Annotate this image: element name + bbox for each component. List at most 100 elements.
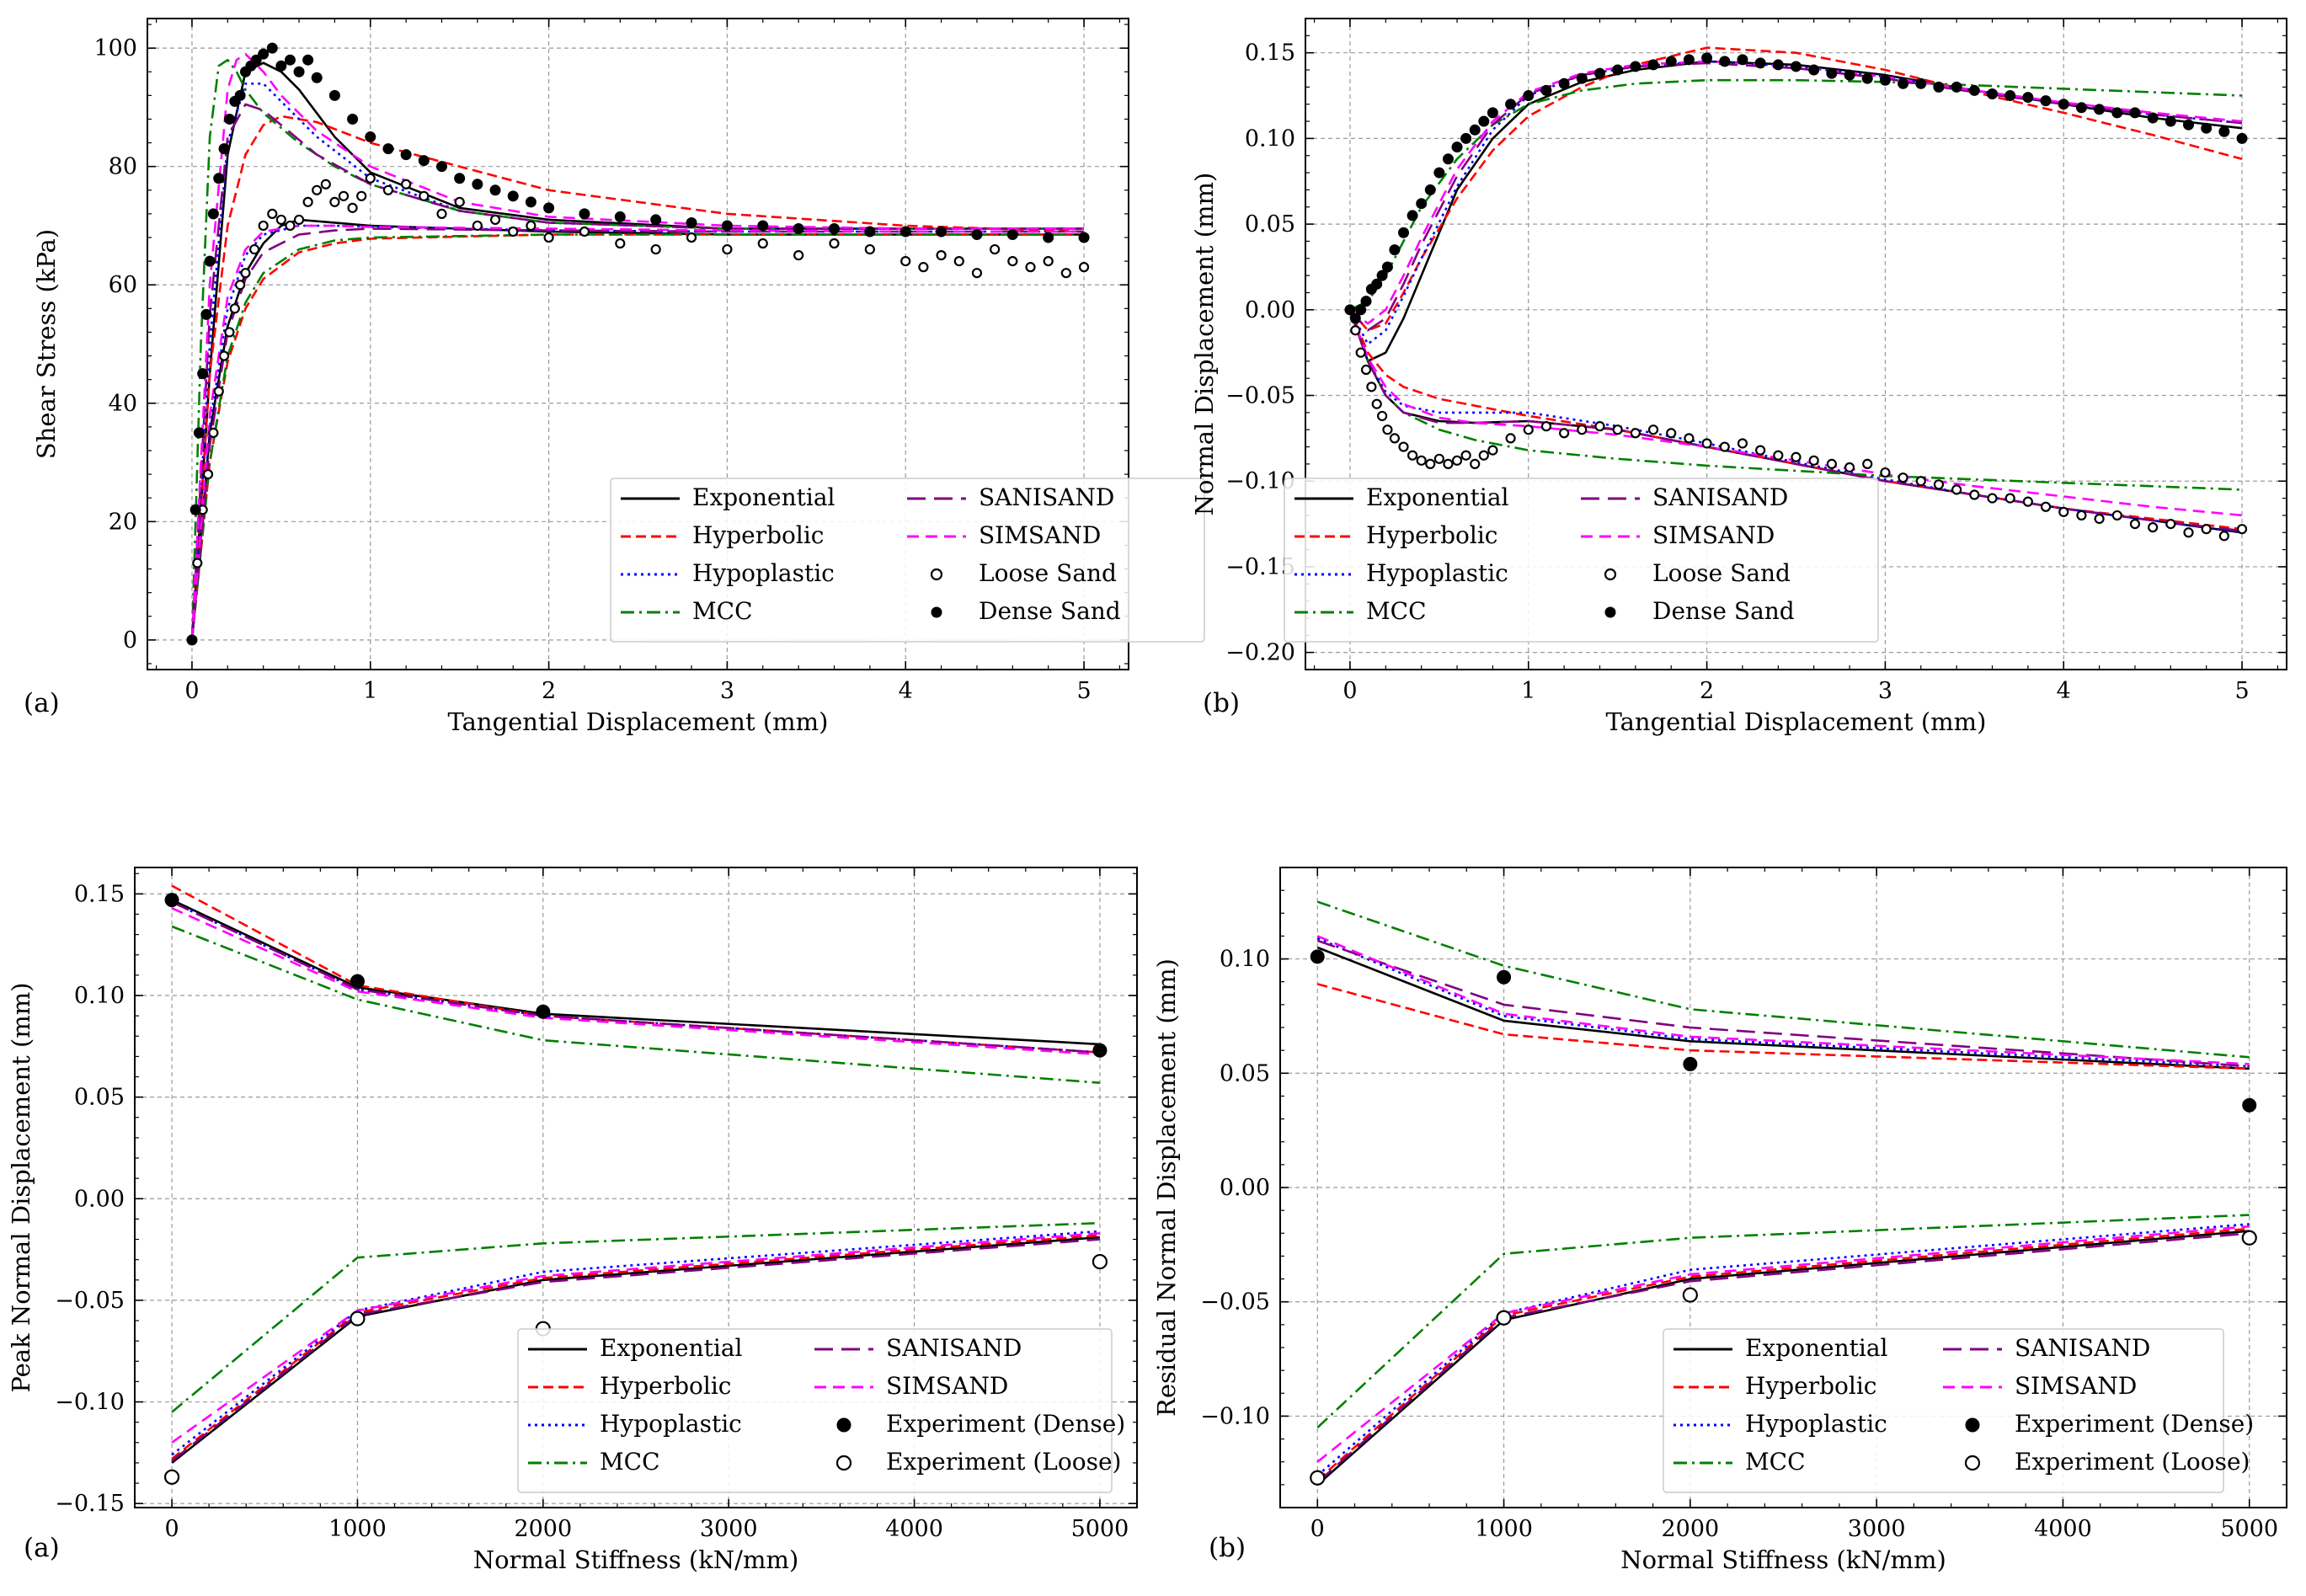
x-tick-label: 3000 [1848,1516,1906,1542]
legend-label-dense-sand: Dense Sand [1652,597,1795,625]
x-tick-label: 3 [720,678,734,704]
data-point-dense-sand [454,173,466,184]
data-point-dense-sand [1576,72,1588,84]
data-point-loose-sand [2236,524,2248,535]
data-point-experiment-loose [1310,1470,1326,1486]
data-point-loose-sand [757,238,768,249]
data-point-dense-sand [936,226,947,238]
legend-box [1284,478,1879,643]
data-point-loose-sand [990,243,1001,255]
data-point-loose-sand [1371,398,1382,409]
x-tick-label: 5 [2234,678,2249,704]
series-line-hypoplastic-dense [1348,60,2243,345]
data-point-dense-sand [1487,107,1498,119]
data-point-dense-sand [1826,67,1838,79]
data-point-loose-sand [1540,421,1552,432]
series-line-hypoplastic-dense [171,900,1100,1054]
data-point-loose-sand [1808,455,1819,466]
y-tick-label: −0.15 [1225,554,1295,580]
data-point-dense-sand [864,226,876,238]
data-point-experiment-dense [2242,1097,2257,1113]
data-point-loose-sand [1987,493,1998,504]
data-point-loose-sand [2129,518,2141,530]
data-point-loose-sand [401,179,412,189]
data-point-dense-sand [1478,115,1490,127]
series-line-sanisand-loose [171,1238,1100,1462]
data-point-loose-sand [1862,458,1873,469]
data-point-dense-sand [266,42,278,54]
series-line-hyperbolic-loose [1316,1227,2250,1481]
data-point-loose-sand [1416,455,1427,466]
data-point-dense-sand [1719,56,1731,67]
panel-label: (a) [24,1533,60,1563]
data-point-loose-sand [454,196,465,207]
data-point-dense-sand [1376,270,1388,281]
data-point-dense-sand [1398,227,1409,238]
data-point-dense-sand [489,184,501,196]
data-point-loose-sand [2148,522,2159,533]
data-point-loose-sand [1460,450,1471,461]
x-tick-label: 0 [1310,1516,1325,1542]
data-point-loose-sand [275,214,286,226]
data-point-loose-sand [224,327,235,338]
data-point-loose-sand [1826,458,1837,469]
data-point-loose-sand [312,184,323,195]
data-point-dense-sand [2111,107,2123,119]
legend-label-mcc: MCC [1745,1448,1806,1476]
data-point-loose-sand [953,256,964,267]
data-point-experiment-dense [1310,949,1325,964]
panel-label: (b) [1209,1533,1246,1563]
legend-label-loose-sand: Loose Sand [979,559,1117,587]
series-line-simsand-loose [171,1232,1100,1444]
data-point-experiment-loose [1682,1287,1698,1303]
data-point-loose-sand [1376,410,1388,422]
y-tick-label: −0.05 [1225,383,1295,409]
x-tick-label: 4000 [2034,1516,2092,1542]
data-point-loose-sand [347,202,358,213]
data-point-dense-sand [1344,304,1356,316]
data-point-loose-sand [258,220,269,232]
data-point-dense-sand [1737,54,1748,66]
y-tick-label: −0.15 [55,1491,125,1517]
legend-box [1663,1328,2224,1493]
data-point-dense-sand [1451,141,1463,153]
data-point-loose-sand [1577,424,1588,435]
legend-label-dense-sand: Dense Sand [979,597,1121,625]
data-point-dense-sand [971,228,983,240]
legend-marker-dense-sand [931,606,942,618]
data-point-loose-sand [864,243,875,255]
data-point-dense-sand [1701,52,1713,64]
x-tick-label: 1 [1521,678,1535,704]
data-point-loose-sand [829,238,840,249]
data-point-dense-sand [721,220,733,232]
x-tick-label: 3 [1878,678,1892,704]
data-point-loose-sand [1880,467,1891,478]
chart-panel-residual-normal-displacement: 0 1000 2000 3000 4000 5000 −0.10 −0.05 0.00 0.05 0… [1152,867,2287,1574]
data-point-loose-sand [1612,424,1623,435]
series-line-exponential-dense [190,61,1084,640]
x-tick-label: 4000 [885,1516,943,1542]
data-point-loose-sand [1755,445,1766,456]
data-point-loose-sand [793,249,804,261]
data-point-dense-sand [2147,112,2159,124]
data-point-loose-sand [650,243,661,255]
data-point-dense-sand [197,368,209,380]
data-point-dense-sand [525,196,536,208]
data-point-dense-sand [204,255,216,267]
data-point-loose-sand [1719,441,1730,452]
data-point-dense-sand [2165,115,2176,127]
data-point-experiment-loose [350,1310,366,1326]
x-tick-label: 1000 [1475,1516,1533,1542]
data-point-dense-sand [311,72,323,83]
y-tick-label: −0.10 [1200,1403,1270,1429]
legend-label-experiment-loose: Experiment (Loose) [886,1448,1121,1476]
legend-box [610,478,1205,643]
series-line-mcc-loose [190,233,1084,641]
legend-label-experiment-loose: Experiment (Loose) [2015,1448,2250,1476]
data-point-dense-sand [2201,122,2213,134]
data-point-loose-sand [508,226,519,238]
data-point-dense-sand [218,143,230,155]
y-tick-label: 0.05 [1245,211,1295,238]
data-point-dense-sand [1540,84,1552,96]
